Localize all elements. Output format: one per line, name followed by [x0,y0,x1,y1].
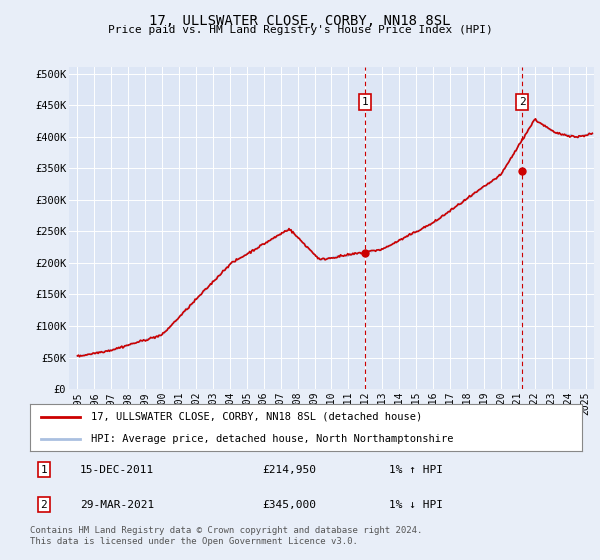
Text: 29-MAR-2021: 29-MAR-2021 [80,500,154,510]
Text: 15-DEC-2011: 15-DEC-2011 [80,465,154,475]
Text: 17, ULLSWATER CLOSE, CORBY, NN18 8SL (detached house): 17, ULLSWATER CLOSE, CORBY, NN18 8SL (de… [91,412,422,422]
Text: 17, ULLSWATER CLOSE, CORBY, NN18 8SL: 17, ULLSWATER CLOSE, CORBY, NN18 8SL [149,14,451,28]
Text: HPI: Average price, detached house, North Northamptonshire: HPI: Average price, detached house, Nort… [91,434,453,444]
Text: 1: 1 [361,97,368,107]
Text: 2: 2 [518,97,526,107]
Text: 2: 2 [40,500,47,510]
Text: £345,000: £345,000 [262,500,316,510]
Text: 1% ↑ HPI: 1% ↑ HPI [389,465,443,475]
Text: £214,950: £214,950 [262,465,316,475]
Text: Price paid vs. HM Land Registry's House Price Index (HPI): Price paid vs. HM Land Registry's House … [107,25,493,35]
Text: Contains HM Land Registry data © Crown copyright and database right 2024.
This d: Contains HM Land Registry data © Crown c… [30,526,422,546]
Text: 1: 1 [40,465,47,475]
Text: 1% ↓ HPI: 1% ↓ HPI [389,500,443,510]
